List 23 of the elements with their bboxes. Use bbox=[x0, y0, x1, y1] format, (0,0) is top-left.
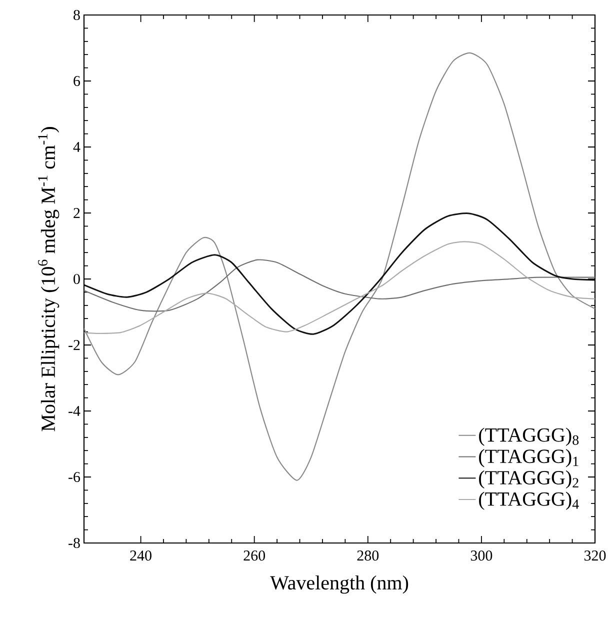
legend-label: (TTAGGG)$_{4}$ bbox=[479, 492, 579, 510]
y-tick-label: 0 bbox=[74, 274, 80, 284]
x-axis-title: Wavelength (nm) bbox=[270, 575, 408, 594]
line-series bbox=[84, 259, 595, 312]
legend-label: (TTAGGG)$_{8}$ bbox=[479, 428, 579, 446]
y-tick-label: -4 bbox=[68, 406, 80, 416]
line-series bbox=[84, 241, 595, 334]
y-tick-label: -2 bbox=[68, 340, 80, 350]
x-tick-label: 260 bbox=[244, 550, 266, 561]
x-tick-label: 300 bbox=[470, 550, 492, 561]
legend-label: (TTAGGG)$_{1}$ bbox=[479, 449, 578, 468]
x-tick-label: 320 bbox=[584, 550, 606, 561]
y-tick-label: -8 bbox=[68, 538, 80, 548]
y-axis-title: Molar Ellipticity (10$^{6}$ mdeg M$^{-1}$ cm$^{-1}$) bbox=[38, 127, 60, 432]
y-tick-label: -6 bbox=[68, 472, 80, 482]
x-tick-label: 280 bbox=[357, 550, 379, 561]
y-tick-label: 8 bbox=[74, 10, 80, 20]
y-tick-label: 2 bbox=[74, 208, 80, 218]
y-tick-label: 4 bbox=[73, 142, 80, 152]
legend-label: (TTAGGG)$_{2}$ bbox=[479, 470, 578, 489]
line-series bbox=[84, 212, 595, 335]
y-tick-label: 6 bbox=[74, 76, 80, 86]
x-tick-label: 240 bbox=[130, 550, 152, 561]
